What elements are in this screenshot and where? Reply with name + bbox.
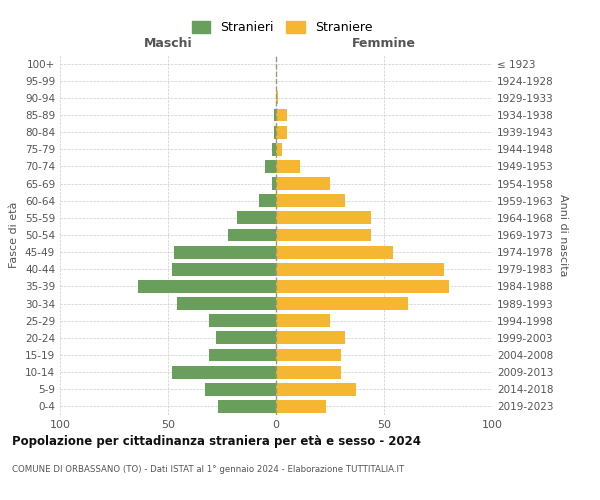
Bar (215, 332, 276, 344)
Text: Maschi: Maschi (143, 37, 193, 50)
Bar (274, 126, 276, 138)
Bar (175, 246, 276, 258)
Bar (172, 263, 276, 276)
Text: Femmine: Femmine (352, 37, 416, 50)
Bar (209, 314, 276, 327)
Bar (276, 228, 371, 241)
Bar (276, 332, 345, 344)
Bar (276, 194, 345, 207)
Bar (276, 177, 330, 190)
Bar (276, 160, 300, 173)
Text: COMUNE DI ORBASSANO (TO) - Dati ISTAT al 1° gennaio 2024 - Elaborazione TUTTITAL: COMUNE DI ORBASSANO (TO) - Dati ISTAT al… (12, 465, 404, 474)
Bar (276, 212, 371, 224)
Bar (276, 126, 287, 138)
Bar (229, 228, 276, 241)
Bar (276, 108, 287, 122)
Bar (218, 400, 276, 413)
Bar (176, 297, 276, 310)
Bar (276, 246, 392, 258)
Bar (172, 366, 276, 378)
Bar (276, 383, 356, 396)
Bar (209, 348, 276, 362)
Bar (138, 280, 276, 293)
Y-axis label: Fasce di età: Fasce di età (10, 202, 19, 268)
Bar (272, 177, 276, 190)
Bar (265, 160, 276, 173)
Bar (276, 263, 445, 276)
Bar (276, 314, 330, 327)
Bar (272, 143, 276, 156)
Text: Popolazione per cittadinanza straniera per età e sesso - 2024: Popolazione per cittadinanza straniera p… (12, 435, 421, 448)
Bar (276, 366, 341, 378)
Legend: Stranieri, Straniere: Stranieri, Straniere (187, 16, 377, 40)
Bar (274, 108, 276, 122)
Bar (276, 280, 449, 293)
Bar (276, 297, 408, 310)
Bar (276, 143, 283, 156)
Y-axis label: Anni di nascita: Anni di nascita (557, 194, 568, 276)
Bar (276, 348, 341, 362)
Bar (205, 383, 276, 396)
Bar (276, 400, 326, 413)
Bar (259, 194, 276, 207)
Bar (276, 92, 278, 104)
Bar (237, 212, 276, 224)
